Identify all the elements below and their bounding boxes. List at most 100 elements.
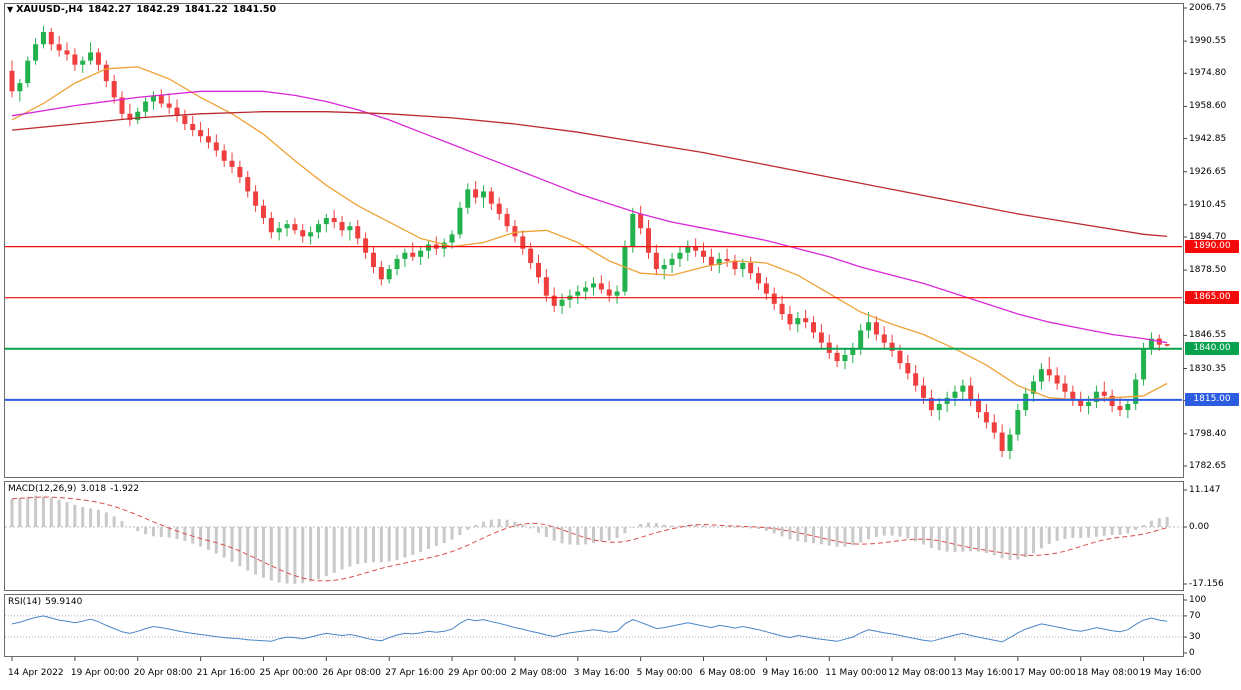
candle-body: [64, 50, 70, 55]
candle-body: [520, 236, 526, 249]
candle-body: [528, 248, 534, 263]
candle-body: [1078, 399, 1084, 407]
candle-body: [771, 293, 777, 304]
candle-body: [708, 256, 714, 265]
price-line-badge-1815.00: 1815.00: [1185, 393, 1239, 407]
candle-body: [473, 189, 479, 198]
candle-body: [803, 318, 809, 323]
candle-body: [205, 136, 211, 143]
candle-body: [669, 258, 675, 265]
candle-body: [638, 213, 644, 229]
candle-body: [56, 44, 62, 51]
rsi-scale-label: 30: [1189, 632, 1201, 643]
candle-body: [983, 412, 989, 423]
candle-body: [779, 303, 785, 315]
candle-body: [260, 205, 266, 218]
price-line-badge-1840.00: 1840.00: [1185, 342, 1239, 356]
candle-body: [834, 352, 840, 362]
price-tick-label: 1846.55: [1189, 330, 1227, 341]
candle-body: [693, 246, 699, 251]
ma-slow-line: [11, 111, 1168, 238]
candle-body: [850, 348, 856, 355]
candle-body: [811, 322, 817, 333]
candle-body: [591, 283, 596, 288]
candle-body: [418, 250, 424, 257]
candle-body: [111, 81, 117, 98]
candle-body: [873, 322, 879, 335]
ohlc-low: 1841.22: [184, 4, 228, 15]
candle-body: [905, 363, 911, 374]
candle-body: [198, 130, 204, 137]
candle-body: [88, 52, 94, 61]
candle-body: [1062, 383, 1068, 392]
candle-body: [1046, 369, 1052, 376]
macd-signal-value: -1.922: [110, 484, 140, 494]
candle-body: [928, 397, 934, 411]
candle-body: [1093, 391, 1099, 402]
candle-body: [127, 113, 133, 120]
rsi-scale-label: 100: [1189, 595, 1207, 605]
price-tick-label: 1782.65: [1189, 461, 1227, 471]
candle-body: [685, 246, 691, 253]
candle-body: [630, 213, 636, 247]
candle-body: [339, 222, 345, 231]
candle-body: [284, 224, 290, 229]
main-panel-border: [4, 3, 1184, 478]
candle-body: [323, 217, 329, 225]
candle-body: [559, 299, 565, 306]
candle-body: [551, 295, 557, 306]
price-tick-label: 1990.55: [1189, 36, 1227, 47]
time-label: 11 May 00:00: [825, 668, 887, 678]
candle-body: [653, 252, 659, 270]
macd-scale-label: -17.156: [1189, 579, 1224, 589]
candle-body: [889, 342, 895, 351]
macd-panel-border: [4, 481, 1184, 591]
candle-body: [496, 203, 502, 214]
time-label: 18 May 08:00: [1076, 668, 1139, 678]
candle-body: [135, 111, 141, 120]
candle-body: [119, 97, 125, 114]
candle-body: [174, 107, 180, 116]
time-label: 21 Apr 16:00: [196, 668, 256, 678]
candle-body: [394, 258, 400, 270]
macd-indicator-label: MACD(12,26,9) 3.018 -1.922: [8, 484, 143, 494]
candle-body: [331, 217, 337, 223]
candle-body: [740, 262, 746, 270]
price-tick-label: 2006.75: [1189, 3, 1227, 13]
time-scale[interactable]: 14 Apr 2022 19 Apr 00:00 20 Apr 08:00 21 Ap…: [0, 657, 1241, 690]
candle-body: [402, 252, 408, 259]
candle-body: [1054, 375, 1060, 384]
candle-body: [748, 262, 754, 274]
candle-body: [103, 64, 109, 82]
candle-body: [512, 226, 518, 237]
symbol-marker-icon: ▼: [7, 5, 14, 14]
candle-body: [866, 322, 872, 331]
candle-body: [410, 252, 416, 257]
candle-body: [48, 32, 54, 45]
candle-body: [999, 432, 1005, 451]
candle-body: [182, 115, 188, 124]
candle-body: [1007, 434, 1013, 451]
time-label: 25 Apr 00:00: [259, 668, 319, 678]
candle-body: [95, 52, 101, 65]
time-label: 9 May 16:00: [762, 668, 819, 678]
macd-scale-label: 11.147: [1189, 485, 1221, 495]
price-tick-label: 1878.50: [1189, 265, 1227, 276]
candle-body: [881, 334, 887, 343]
candle-body: [1086, 401, 1092, 407]
time-label: 13 May 16:00: [950, 668, 1013, 678]
candle-body: [80, 60, 86, 65]
candle-body: [347, 226, 353, 231]
candle-body: [716, 258, 722, 265]
rsi-scale-label: 0: [1189, 648, 1195, 658]
candle-body: [543, 277, 549, 296]
candle-body: [763, 283, 769, 294]
ma-fast-line: [11, 66, 1168, 401]
candle-body: [677, 252, 683, 259]
candle-body: [386, 269, 392, 280]
candle-body: [583, 287, 589, 292]
price-scale[interactable]: 2006.75 1990.55 1974.80 1958.60 1942.85 1926.…: [1184, 0, 1241, 658]
candle-body: [818, 332, 824, 343]
candle-body: [425, 244, 431, 251]
